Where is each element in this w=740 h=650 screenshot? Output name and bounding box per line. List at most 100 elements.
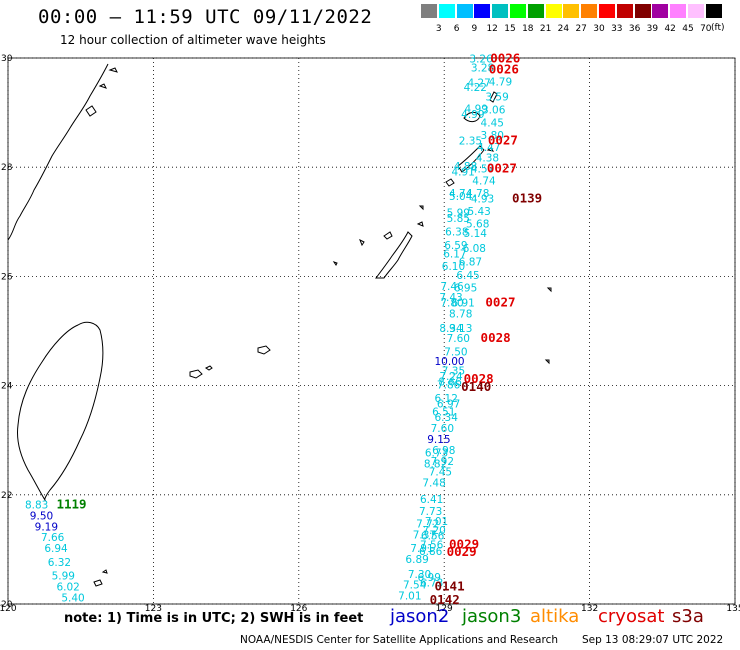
wave-height-value: 6.97 [437, 398, 460, 410]
scale-swatch [438, 4, 455, 18]
coastline-china-islet-4 [93, 579, 103, 587]
lon-tick-label: 129 [436, 604, 453, 614]
wave-height-value: 8.78 [449, 308, 472, 320]
wave-height-value: 3.28 [471, 63, 494, 75]
wave-height-value: 6.89 [405, 554, 428, 566]
wave-height-value: 6.87 [459, 256, 482, 268]
wave-height-value: 3.80 [481, 130, 504, 142]
wave-height-value: 4.74 [449, 188, 473, 200]
lon-tick-label: 132 [581, 604, 598, 614]
wave-height-value: 6.45 [456, 270, 479, 282]
scale-swatch [563, 4, 580, 18]
wave-height-value: 8.34 [439, 323, 463, 335]
scale-swatch [510, 4, 526, 18]
wave-height-value: 2.35 [459, 135, 482, 147]
scale-swatch [705, 4, 722, 18]
lon-tick-label: 120 [0, 604, 17, 614]
lat-tick-label: 28 [1, 163, 13, 173]
coastline-china-islet-7 [544, 359, 550, 365]
coastlines [7, 63, 552, 587]
wave-height-value: 7.72 [416, 519, 439, 531]
wave-height-value: 3.26 [469, 53, 493, 65]
pass-time-label: 0027 [488, 132, 518, 147]
wave-height-value: 4.88 [454, 161, 477, 173]
coastline-tanegashima [489, 91, 498, 103]
coastline-okinawa-islet-4 [416, 221, 424, 227]
wave-height-value: 6.41 [420, 494, 443, 506]
wave-height-value: 6.02 [56, 581, 79, 593]
wave-height-value: 8.66 [438, 377, 462, 389]
legend-item-s3a: s3a [672, 606, 704, 627]
scale-swatch [456, 4, 473, 18]
lat-lon-grid [7, 57, 736, 605]
wave-height-value: 5.99 [447, 207, 470, 219]
scale-label: 27 [575, 24, 587, 34]
scale-label: 24 [557, 24, 570, 34]
wave-height-value: 6.56 [421, 531, 445, 543]
scale-unit-label: (ft) [711, 23, 725, 33]
scale-label: 45 [682, 24, 694, 34]
wave-height-value: 4.91 [451, 166, 474, 178]
scale-label: 30 [593, 24, 605, 34]
lon-tick-label: 126 [290, 604, 307, 614]
coastline-ishigaki [205, 365, 213, 371]
wave-height-value: 4.93 [471, 194, 494, 206]
scale-swatch [492, 4, 509, 18]
wave-height-value: 4.99 [461, 109, 484, 121]
map-frame [7, 57, 736, 605]
wave-height-value: 6.73 [425, 448, 448, 460]
wave-height-value: 4.78 [466, 188, 489, 200]
wave-height-value: 4.99 [465, 104, 488, 116]
pass-time-labels: 0026002600270027013900270028002801401119… [56, 50, 542, 607]
coastline-okinawa [375, 231, 413, 279]
wave-height-value: 4.45 [481, 117, 504, 129]
wave-height-value: 3.59 [485, 92, 508, 104]
lon-tick-label: 123 [145, 604, 162, 614]
wave-height-value: 5.04 [449, 191, 473, 203]
coastline-okinawa-islet-1 [383, 231, 393, 240]
lat-tick-label: 22 [1, 491, 12, 501]
wave-height-value: 4.38 [476, 153, 499, 165]
wave-height-value: 6.51 [432, 407, 455, 419]
wave-height-value: 5.68 [466, 218, 489, 230]
legend-item-jason3: jason3 [462, 606, 522, 627]
wave-height-value: 7.86 [437, 379, 461, 391]
wave-height-value: 7.24 [439, 371, 463, 383]
wave-height-value: 6.17 [443, 248, 466, 260]
legend-item-cryosat: cryosat [598, 606, 665, 627]
scale-label: 21 [539, 24, 552, 34]
scale-swatch [545, 4, 562, 18]
wave-height-value: 7.48 [422, 478, 445, 490]
coastline-miyako [257, 345, 271, 355]
pass-time-label: 0141 [435, 578, 465, 593]
legend-item-jason2: jason2 [390, 606, 450, 627]
pass-time-label: 0139 [512, 191, 542, 206]
scale-swatch [688, 4, 704, 18]
lat-tick-label: 20 [1, 600, 13, 610]
scale-label: 18 [522, 24, 534, 34]
wave-height-value: 5.43 [467, 206, 490, 218]
wave-height-value: 7.60 [431, 423, 454, 435]
wave-height-value: 5.14 [464, 228, 488, 240]
pass-time-label: 0142 [430, 592, 460, 607]
pass-time-label: 0028 [464, 371, 494, 386]
wave-height-value: 6.95 [454, 283, 477, 295]
pass-time-label: 0026 [489, 61, 519, 76]
wave-height-value: 7.54 [403, 580, 427, 592]
legend-item-altika: altika [530, 606, 580, 627]
wave-height-value: 7.35 [442, 366, 465, 378]
scale-label: 12 [486, 24, 498, 34]
lat-tick-label: 30 [1, 54, 13, 64]
lon-tick-label: 135 [726, 604, 740, 614]
wave-height-value: 6.32 [48, 557, 71, 569]
wave-height-value: 7.91 [410, 543, 433, 555]
scale-swatch [474, 4, 491, 18]
wave-height-value: 7.60 [447, 333, 470, 345]
wave-height-value: 4.22 [464, 82, 487, 94]
wave-height-value: 7.80 [440, 297, 463, 309]
scale-swatch [634, 4, 651, 18]
wave-height-value: 7.43 [439, 292, 462, 304]
scale-label: 15 [504, 24, 516, 34]
coastline-okinawa-islet-5 [418, 205, 424, 211]
wave-height-value: 4.57 [471, 164, 494, 176]
